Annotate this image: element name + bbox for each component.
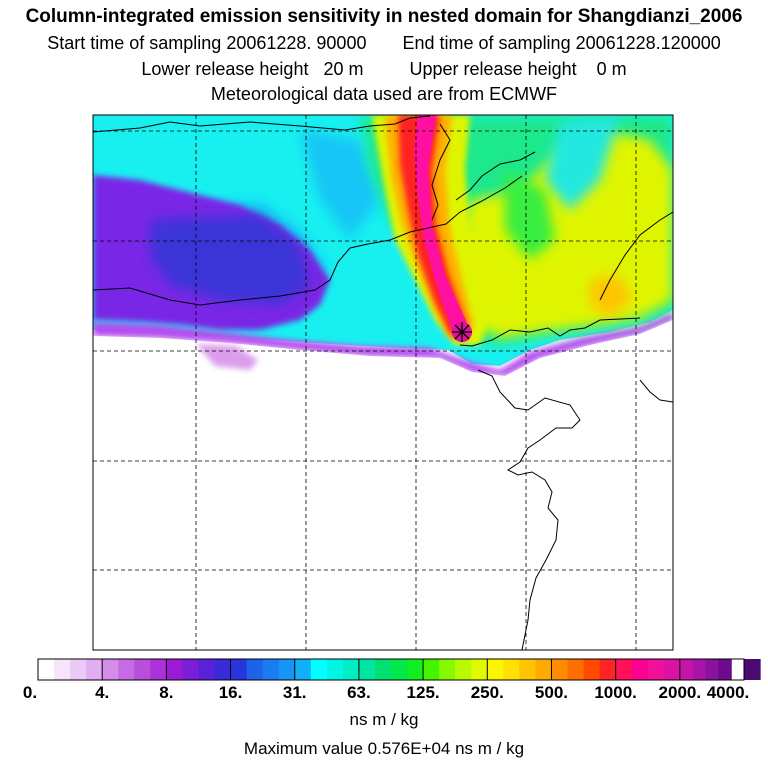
border-mid (455, 151, 536, 201)
legend-swatch (102, 659, 119, 680)
legend-swatch (455, 659, 472, 680)
legend-tick-label: 31. (282, 683, 307, 702)
legend-swatch (54, 659, 71, 680)
legend-tick-label: 125. (406, 683, 440, 702)
legend-swatch (439, 659, 456, 680)
legend-swatch (407, 659, 424, 680)
legend-swatch (583, 659, 601, 680)
legend-swatch (214, 659, 232, 680)
legend-tick-label: 2000. (658, 683, 702, 702)
legend-frame (37, 658, 745, 681)
legend-swatch (423, 659, 440, 680)
legend-swatch (342, 659, 360, 680)
legend-swatch (744, 659, 761, 680)
plot-frame (92, 114, 674, 651)
lower-release-height: Lower release height 20 m (141, 59, 364, 79)
legend-swatch (182, 659, 200, 680)
legend-swatch (38, 659, 55, 680)
coast-bohai (459, 317, 641, 347)
legend-swatch (166, 659, 184, 680)
upper-release-height: Upper release height 0 m (409, 59, 627, 79)
maximum-value: Maximum value 0.576E+04 ns m / kg (243, 739, 525, 758)
legend-unit: ns m / kg (349, 710, 419, 729)
legend-swatch (278, 659, 296, 680)
legend-swatch (663, 659, 681, 680)
legend-swatch (262, 659, 280, 680)
field-violet-edge (93, 312, 673, 376)
end-time: End time of sampling 20061228.120000 (402, 33, 721, 53)
legend-swatch (503, 659, 520, 680)
field-orange-patch (590, 275, 632, 318)
legend-tick-label: 1000. (594, 683, 637, 702)
field-empty-region (93, 320, 673, 650)
legend-swatch (294, 659, 312, 680)
legend-tick-label: 16. (218, 683, 243, 702)
legend-swatch (599, 659, 617, 680)
border-east (599, 211, 673, 301)
legend-swatch (198, 659, 216, 680)
coast-korea (639, 379, 673, 403)
legend-tick-label: 4. (95, 683, 110, 702)
legend-swatch (679, 659, 694, 680)
receptor-marker (452, 322, 472, 342)
legend-tick-label: 4000. (706, 683, 750, 702)
border-north (93, 115, 431, 133)
legend-swatch (519, 659, 537, 680)
sampling-time-line: Start time of sampling 20061228. 90000 E… (0, 33, 768, 54)
sensitivity-field (93, 115, 673, 650)
coastlines (93, 115, 673, 650)
legend-tick-label: 63. (347, 683, 371, 702)
plot-title: Column-integrated emission sensitivity i… (25, 6, 743, 27)
coast-shandong (477, 369, 581, 650)
legend-tick-label: 8. (159, 683, 174, 702)
legend-swatch (150, 659, 167, 680)
border-central (93, 175, 523, 306)
legend-swatch (615, 659, 633, 680)
legend-swatch (118, 659, 135, 680)
legend-swatch (230, 659, 248, 680)
met-data-line: Meteorological data used are from ECMWF (210, 84, 558, 104)
legend-swatch (567, 659, 585, 680)
legend-swatch (487, 659, 504, 680)
field-light-purple-tail (196, 344, 258, 370)
legend-swatch (471, 659, 488, 680)
field-green-inner (505, 170, 555, 260)
field-blue-patch-2 (300, 130, 380, 240)
legend-swatch (326, 659, 344, 680)
legend-swatch (535, 659, 553, 680)
start-time: Start time of sampling 20061228. 90000 (47, 33, 367, 53)
border-east-north (431, 123, 451, 221)
legend-swatch (391, 659, 408, 680)
legend-swatch (692, 659, 707, 680)
release-height-line: Lower release height 20 m Upper release … (0, 59, 768, 80)
legend-swatch (358, 659, 376, 680)
plume-magenta (414, 115, 468, 336)
legend-tick-label: 0. (22, 683, 38, 702)
legend-swatch (647, 659, 665, 680)
field-cyan-east-patch (545, 115, 620, 210)
legend-swatch (310, 659, 328, 680)
legend-swatch (374, 659, 392, 680)
legend-swatch (70, 659, 87, 680)
legend-tick-label: 250. (470, 683, 504, 702)
legend-swatch (631, 659, 649, 680)
legend-tick-label: 500. (534, 683, 568, 702)
field-indigo (150, 215, 310, 305)
legend-swatch (551, 659, 569, 680)
lat-lon-grid (93, 115, 673, 650)
legend-swatch (134, 659, 151, 680)
legend-swatch (718, 659, 732, 680)
legend-swatch (86, 659, 103, 680)
legend-swatch (705, 659, 719, 680)
color-legend (37, 658, 761, 681)
legend-swatch (246, 659, 264, 680)
